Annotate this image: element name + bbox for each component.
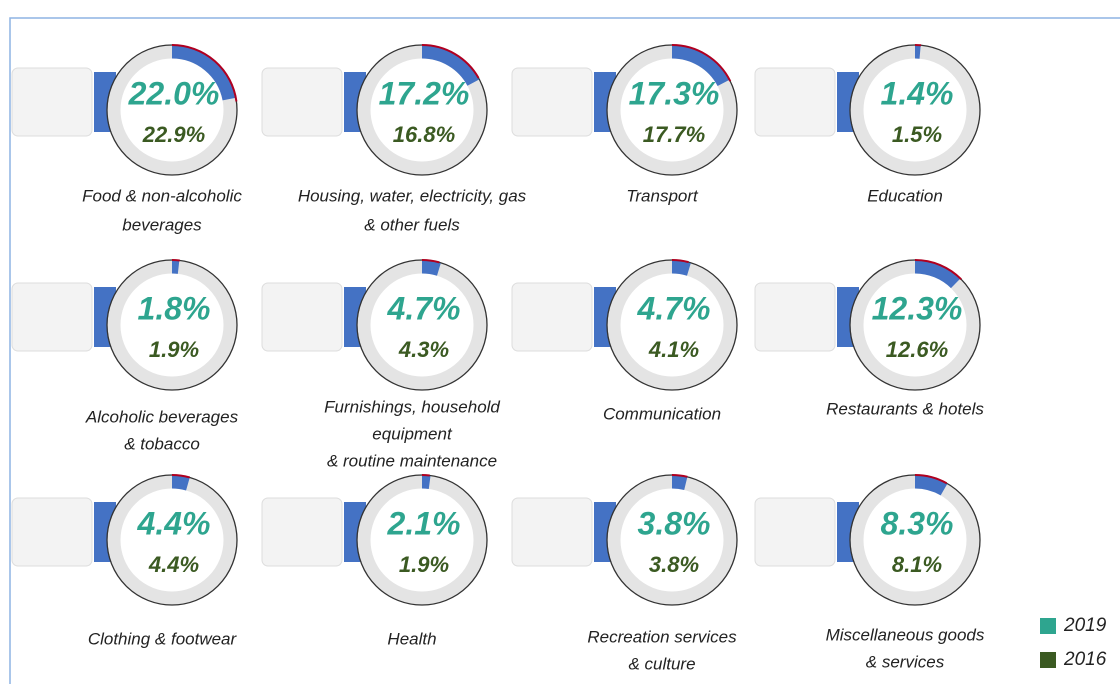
frame [9, 17, 1120, 684]
category-label: Education [867, 186, 943, 205]
value-2019: 4.4% [137, 505, 211, 541]
value-2019: 3.8% [638, 505, 711, 541]
donut-arc-prev [171, 44, 238, 102]
legend-swatch [1040, 652, 1056, 668]
legend-label: 2016 [1063, 649, 1107, 670]
donut-arc-prev [421, 259, 440, 264]
donut-arc [171, 45, 236, 101]
category-label: Housing, water, electricity, gas [298, 186, 527, 205]
icon [754, 497, 836, 567]
value-2016: 4.4% [148, 552, 199, 577]
icon [261, 497, 343, 567]
category-label: Recreation services [587, 627, 737, 646]
icon [511, 497, 593, 567]
legend-label: 2019 [1063, 615, 1107, 636]
icon [511, 67, 593, 137]
donut-arc [671, 475, 688, 491]
value-2016: 3.8% [649, 552, 699, 577]
value-2016: 16.8% [393, 122, 455, 147]
category-label: Furnishings, household [324, 397, 500, 416]
category-label: Miscellaneous goods [826, 625, 985, 644]
value-2019: 4.7% [387, 290, 461, 326]
category-label: & culture [628, 654, 695, 673]
value-2019: 17.2% [379, 75, 470, 111]
donut-arc-prev [671, 473, 688, 478]
donut-arc [171, 475, 190, 491]
icon [11, 67, 93, 137]
category-label: beverages [122, 215, 202, 234]
donut-arc [421, 475, 431, 489]
category-label: & routine maintenance [327, 451, 497, 470]
icon [754, 67, 836, 137]
value-2016: 4.1% [648, 337, 699, 362]
value-2019: 17.3% [629, 75, 720, 111]
donut-arc [914, 475, 948, 496]
donut-arc [421, 45, 479, 87]
icon [754, 282, 836, 352]
value-2016: 4.3% [398, 337, 449, 362]
value-2019: 1.4% [881, 75, 954, 111]
category-label: Clothing & footwear [88, 629, 238, 648]
icon [11, 282, 93, 352]
donut-arc-prev [671, 44, 732, 82]
value-2019: 1.8% [138, 290, 211, 326]
value-2019: 12.3% [872, 290, 963, 326]
donut-arc [914, 260, 961, 289]
donut-arc [671, 45, 730, 87]
value-2019: 8.3% [881, 505, 954, 541]
donut-arc-prev [671, 258, 689, 264]
value-2019: 22.0% [128, 75, 220, 111]
value-2019: 2.1% [387, 505, 461, 541]
category-label: Health [387, 629, 436, 648]
category-label: & tobacco [124, 434, 200, 453]
category-label: Restaurants & hotels [826, 399, 984, 418]
donut-arc-prev [171, 474, 191, 479]
category-label: Communication [603, 404, 721, 423]
icon [261, 282, 343, 352]
value-2016: 22.9% [142, 122, 205, 147]
value-2016: 12.6% [886, 337, 948, 362]
value-2016: 1.5% [892, 122, 942, 147]
category-label: Alcoholic beverages [85, 407, 239, 426]
value-2019: 4.7% [637, 290, 711, 326]
category-label: & other fuels [364, 215, 460, 234]
category-label: equipment [372, 424, 453, 443]
donut-arc [671, 260, 691, 276]
donut-arc-prev [914, 474, 948, 485]
icon [11, 497, 93, 567]
category-label: & services [866, 652, 945, 671]
icon [261, 67, 343, 137]
category-label: Food & non-alcoholic [82, 186, 242, 205]
donut-arc-prev [914, 259, 962, 281]
value-2016: 17.7% [643, 122, 705, 147]
donut-arc-prev [421, 44, 480, 79]
value-2016: 8.1% [892, 552, 942, 577]
value-2016: 1.9% [149, 337, 199, 362]
icon [511, 282, 593, 352]
category-label: Transport [626, 186, 699, 205]
legend-swatch [1040, 618, 1056, 634]
value-2016: 1.9% [399, 552, 449, 577]
donut-arc [421, 260, 441, 276]
